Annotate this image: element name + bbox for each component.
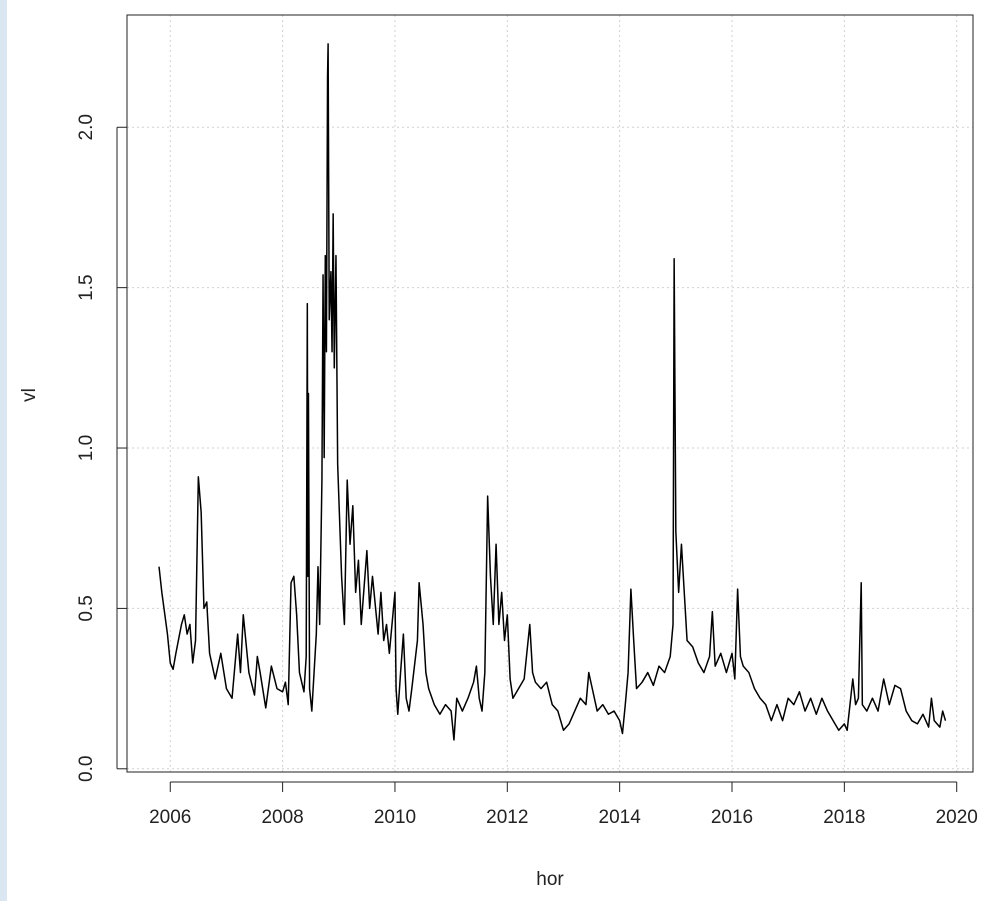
y-tick-label: 0.0 [76, 756, 97, 782]
x-tick-label: 2016 [711, 807, 753, 828]
x-axis-title: hor [536, 869, 564, 890]
x-tick-label: 2020 [936, 807, 978, 828]
y-tick-label: 1.5 [76, 274, 97, 300]
y-tick-label: 1.0 [76, 435, 97, 461]
x-tick-label: 2018 [823, 807, 865, 828]
y-tick-label: 0.5 [76, 595, 97, 621]
x-tick-label: 2012 [486, 807, 528, 828]
x-tick-label: 2010 [374, 807, 416, 828]
plot-box [126, 14, 974, 773]
window-edge [0, 0, 7, 901]
x-tick-label: 2008 [261, 807, 303, 828]
data-line [158, 43, 947, 741]
x-tick-label: 2014 [599, 807, 642, 828]
x-tick-label: 2006 [149, 807, 191, 828]
y-axis-title: vl [19, 388, 40, 402]
y-tick-label: 2.0 [76, 114, 97, 140]
